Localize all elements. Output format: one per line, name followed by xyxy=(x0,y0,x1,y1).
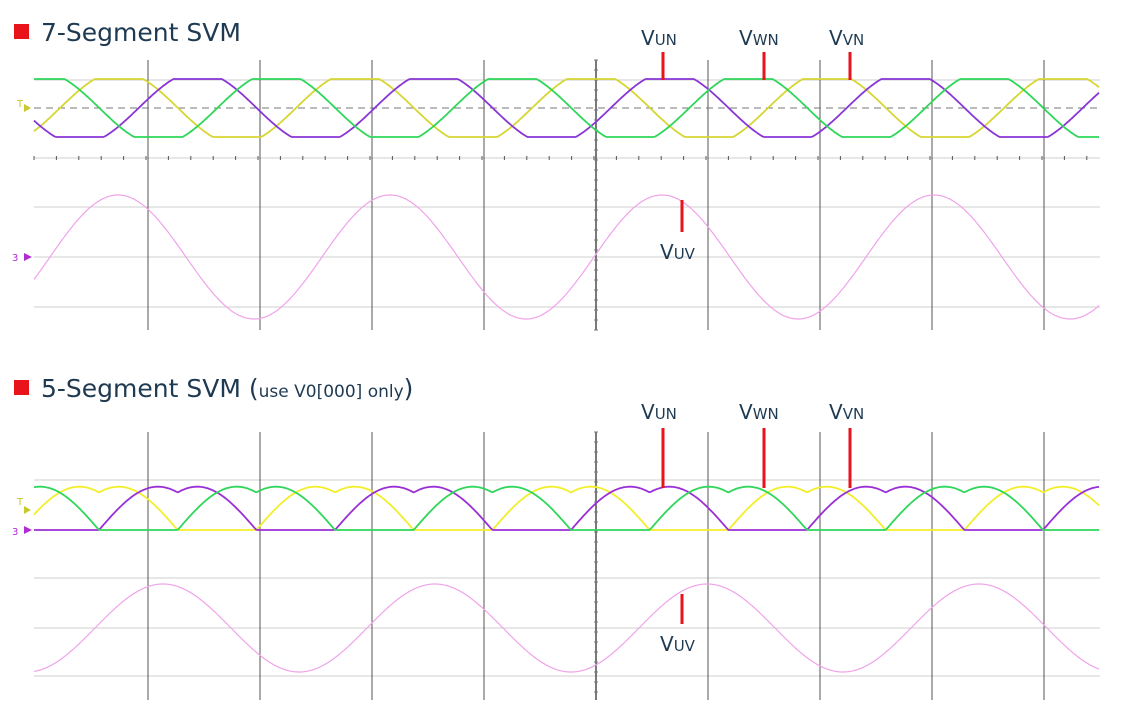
trace-vwn-1 xyxy=(33,78,1100,138)
trigger-arrow-2 xyxy=(24,506,31,514)
label-vwn-2: VWN xyxy=(739,400,779,424)
trace-vvn-2 xyxy=(33,485,1099,531)
trace-vun-1 xyxy=(33,78,1100,138)
label-vuv-2: VUV xyxy=(660,632,695,656)
label-vwn-1: VWN xyxy=(739,26,779,50)
title-bullet xyxy=(14,380,29,395)
trigger-arrow-1 xyxy=(24,104,31,112)
trigger-marker-2: T xyxy=(16,497,24,508)
chart-title-5-segment: 5-Segment SVM (use V0[000] only) xyxy=(14,374,413,403)
trace-vwn-2 xyxy=(34,485,1100,531)
trace-vuv-1 xyxy=(33,194,1100,320)
label-vun-2: VUN xyxy=(641,400,677,424)
label-vuv-1: VUV xyxy=(660,240,695,264)
channel-arrow-1 xyxy=(24,253,32,261)
trigger-marker-1: T xyxy=(16,99,24,110)
label-vun-1: VUN xyxy=(641,26,677,50)
title-note: use V0[000] only xyxy=(258,382,404,402)
label-vvn-2: VVN xyxy=(829,400,865,424)
trace-vuv-2 xyxy=(33,583,1100,673)
channel-marker-1: 3 xyxy=(12,253,18,264)
channel-marker-2: 3 xyxy=(12,527,18,538)
label-vvn-1: VVN xyxy=(829,26,865,50)
chart-title-7-segment: 7-Segment SVM xyxy=(14,18,241,47)
trace-vun-2 xyxy=(33,485,1100,531)
title-bullet xyxy=(14,24,29,39)
channel-arrow-2 xyxy=(24,526,32,534)
trace-vvn-1 xyxy=(34,78,1099,138)
